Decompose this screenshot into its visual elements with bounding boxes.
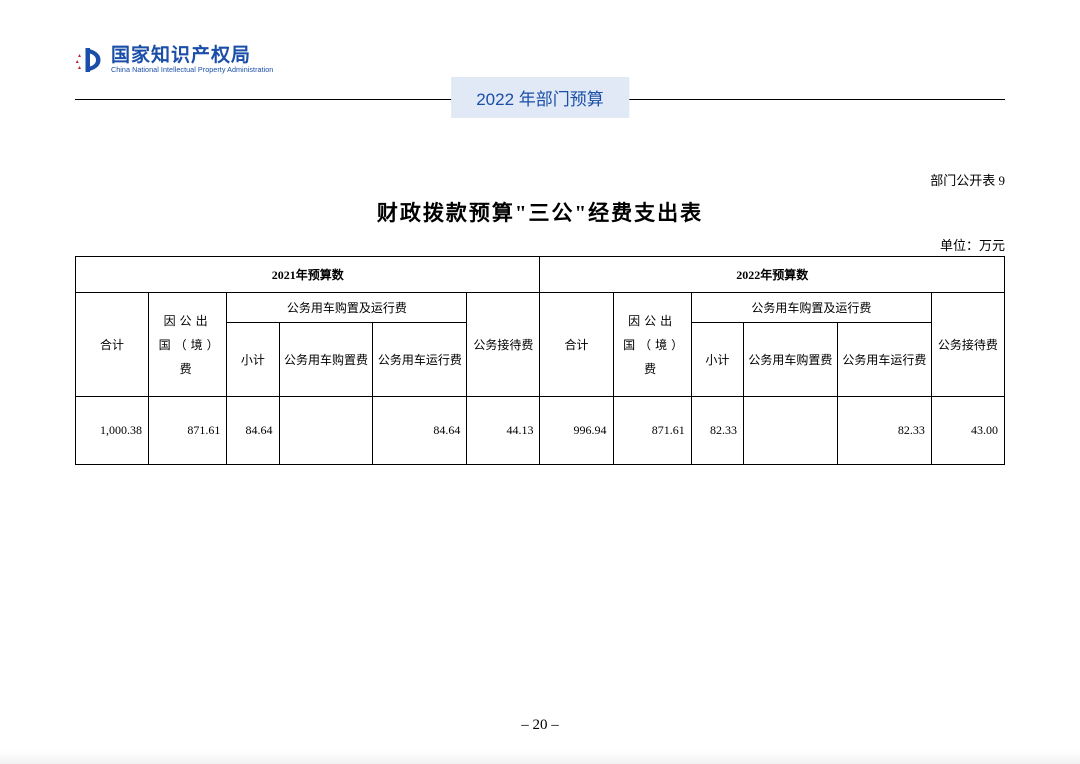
cell-2022-reception: 43.00 xyxy=(931,397,1004,465)
cell-2021-veh-operate: 84.64 xyxy=(373,397,467,465)
hdr-veh-sub-2022: 小计 xyxy=(691,323,743,397)
cell-2021-abroad: 871.61 xyxy=(149,397,227,465)
org-name-cn: 国家知识产权局 xyxy=(111,46,273,66)
hdr-veh-operate-2021: 公务用车运行费 xyxy=(373,323,467,397)
cell-2022-total: 996.94 xyxy=(540,397,613,465)
hdr-abroad-2022: 因公出国（境）费 xyxy=(613,293,691,397)
cell-2021-reception: 44.13 xyxy=(467,397,540,465)
hdr-total-2021: 合计 xyxy=(76,293,149,397)
hdr-2022: 2022年预算数 xyxy=(540,257,1005,293)
hdr-vehicle-group-2021: 公务用车购置及运行费 xyxy=(227,293,467,323)
hdr-veh-operate-2022: 公务用车运行费 xyxy=(837,323,931,397)
hdr-veh-purchase-2021: 公务用车购置费 xyxy=(279,323,373,397)
document-header: 国家知识产权局 China National Intellectual Prop… xyxy=(75,30,1005,100)
org-name: 国家知识产权局 China National Intellectual Prop… xyxy=(111,46,273,74)
logo-icon xyxy=(75,45,105,75)
table-row: 1,000.38 871.61 84.64 84.64 44.13 996.94… xyxy=(76,397,1005,465)
hdr-vehicle-group-2022: 公务用车购置及运行费 xyxy=(691,293,931,323)
cell-2021-veh-sub: 84.64 xyxy=(227,397,279,465)
org-name-en: China National Intellectual Property Adm… xyxy=(111,66,273,74)
table-number: 部门公开表 9 xyxy=(75,170,1005,189)
budget-table: 2021年预算数 2022年预算数 合计 因公出国（境）费 公务用车购置及运行费… xyxy=(75,256,1005,465)
hdr-reception-2022: 公务接待费 xyxy=(931,293,1004,397)
cell-2022-veh-operate: 82.33 xyxy=(837,397,931,465)
hdr-reception-2021: 公务接待费 xyxy=(467,293,540,397)
org-logo: 国家知识产权局 China National Intellectual Prop… xyxy=(75,45,273,75)
banner: 2022 年部门预算 xyxy=(451,77,629,118)
cell-2021-veh-purchase xyxy=(279,397,373,465)
hdr-total-2022: 合计 xyxy=(540,293,613,397)
content: 部门公开表 9 财政拨款预算"三公"经费支出表 单位：万元 2021年预算数 2… xyxy=(75,170,1005,465)
cell-2022-veh-sub: 82.33 xyxy=(691,397,743,465)
hdr-abroad-2021: 因公出国（境）费 xyxy=(149,293,227,397)
table-title: 财政拨款预算"三公"经费支出表 xyxy=(75,197,1005,227)
hdr-veh-purchase-2022: 公务用车购置费 xyxy=(743,323,837,397)
banner-text: 2022 年部门预算 xyxy=(476,90,604,109)
page-number: – 20 – xyxy=(0,717,1080,734)
unit-label: 单位：万元 xyxy=(75,235,1005,254)
cell-2022-veh-purchase xyxy=(743,397,837,465)
page-shadow xyxy=(0,750,1080,764)
hdr-2021: 2021年预算数 xyxy=(76,257,540,293)
cell-2022-abroad: 871.61 xyxy=(613,397,691,465)
cell-2021-total: 1,000.38 xyxy=(76,397,149,465)
hdr-veh-sub-2021: 小计 xyxy=(227,323,279,397)
